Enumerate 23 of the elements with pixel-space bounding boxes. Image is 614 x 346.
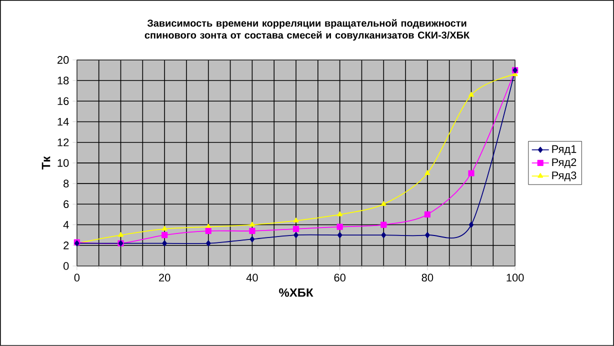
y-tick-label: 0	[63, 262, 69, 270]
y-tick-label: 6	[64, 200, 69, 208]
chart-title: Зависимость времени корреляции вращательной подвижности спинового зонта от состава смесей и совулканизатов СКИ-3/ХБК	[144, 19, 470, 41]
x-tick-label: 100	[506, 274, 524, 282]
x-tick-label: 40	[246, 274, 258, 282]
x-axis-title: %ХБК	[279, 288, 314, 297]
y-tick-label: 16	[58, 97, 69, 106]
x-tick-label: 0	[74, 274, 80, 282]
x-tick-label: 60	[334, 274, 346, 282]
y-tick-label: 12	[58, 138, 69, 146]
y-tick-label: 4	[63, 221, 69, 229]
y-tick-label: 14	[58, 118, 69, 126]
y-axis-title: Tк	[42, 156, 50, 170]
x-tick-label: 20	[159, 274, 170, 282]
y-tick-label: 20	[58, 56, 69, 64]
legend-label: Ряд2	[552, 158, 576, 168]
legend-label: Ряд3	[552, 172, 576, 182]
y-tick-label: 8	[64, 180, 69, 188]
legend-label: Ряд1	[552, 145, 576, 156]
y-tick-label: 2	[64, 242, 69, 250]
x-tick-label: 80	[422, 274, 434, 282]
y-tick-label: 18	[58, 76, 69, 84]
y-tick-label: 10	[58, 159, 69, 167]
